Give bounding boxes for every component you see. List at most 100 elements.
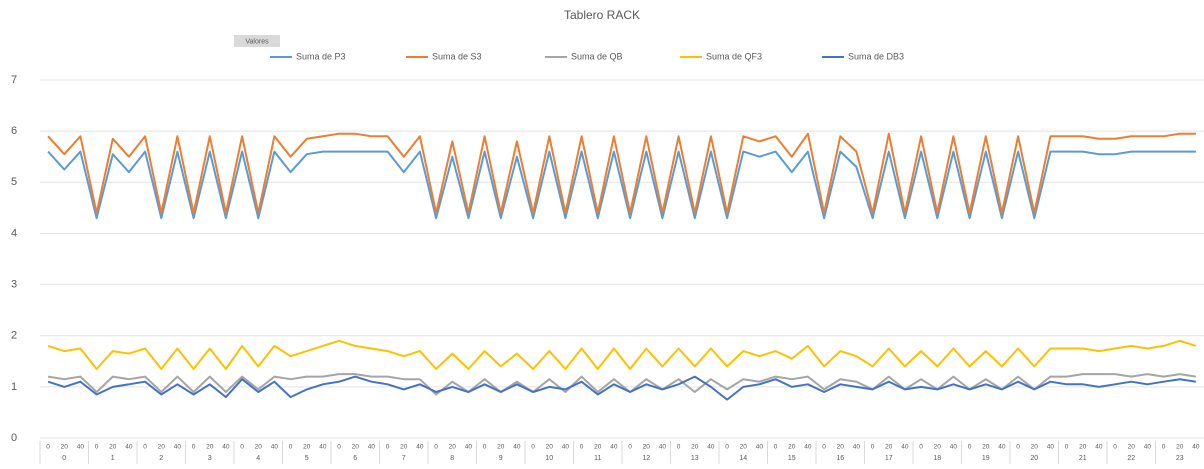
x-group-label: 23 [1176,455,1184,462]
field-button-label[interactable]: Valores [245,38,269,45]
y-tick-label: 1 [11,381,17,393]
x-group-label: 10 [545,455,553,462]
x-group-label: 7 [402,455,406,462]
x-tick-label: 20 [740,444,748,451]
x-tick-label: 40 [1047,444,1055,451]
x-tick-label: 40 [562,444,570,451]
x-tick-label: 20 [206,444,214,451]
x-tick-label: 0 [192,444,196,451]
x-tick-label: 20 [352,444,360,451]
x-tick-label: 0 [386,444,390,451]
x-tick-label: 40 [998,444,1006,451]
x-tick-label: 0 [240,444,244,451]
y-tick-label: 0 [11,432,17,444]
y-tick-label: 4 [11,227,17,239]
x-tick-label: 40 [319,444,327,451]
series-line [47,375,1197,401]
x-tick-label: 20 [400,444,408,451]
x-tick-label: 0 [1065,444,1069,451]
x-group-label: 5 [305,455,309,462]
x-tick-label: 0 [289,444,293,451]
field-button[interactable] [234,35,280,47]
x-group-label: 9 [499,455,503,462]
x-tick-label: 20 [449,444,457,451]
x-group-label: 1 [111,455,115,462]
legend-label: Suma de S3 [432,51,482,61]
x-tick-label: 40 [513,444,521,451]
x-tick-label: 40 [610,444,618,451]
x-group-label: 17 [885,455,893,462]
x-tick-label: 20 [594,444,602,451]
chart-title: Tablero RACK [564,8,640,22]
x-tick-label: 20 [1176,444,1184,451]
x-tick-label: 40 [853,444,861,451]
x-tick-label: 0 [337,444,341,451]
legend-label: Suma de P3 [296,51,346,61]
x-group-label: 6 [353,455,357,462]
series-line [47,132,1196,214]
y-tick-label: 5 [11,176,17,188]
x-tick-label: 40 [707,444,715,451]
x-tick-label: 40 [222,444,230,451]
x-tick-label: 0 [95,444,99,451]
x-tick-label: 40 [77,444,85,451]
x-tick-label: 0 [434,444,438,451]
x-tick-label: 0 [774,444,778,451]
x-tick-label: 0 [968,444,972,451]
x-tick-label: 20 [691,444,699,451]
x-tick-label: 20 [1128,444,1136,451]
x-tick-label: 20 [1031,444,1039,451]
x-tick-label: 40 [901,444,909,451]
x-tick-label: 20 [546,444,554,451]
series-line [47,339,1197,370]
x-group-label: 20 [1030,455,1038,462]
x-tick-label: 0 [677,444,681,451]
x-group-label: 2 [159,455,163,462]
x-tick-label: 40 [804,444,812,451]
x-tick-label: 0 [871,444,875,451]
x-group-label: 8 [450,455,454,462]
x-tick-label: 40 [1192,444,1200,451]
x-tick-label: 20 [1079,444,1087,451]
y-tick-label: 3 [11,278,17,290]
x-tick-label: 0 [628,444,632,451]
x-group-label: 15 [788,455,796,462]
x-tick-label: 40 [271,444,279,451]
x-group-label: 13 [691,455,699,462]
x-tick-label: 20 [158,444,166,451]
x-tick-label: 40 [174,444,182,451]
x-tick-label: 20 [982,444,990,451]
x-tick-label: 40 [756,444,764,451]
x-group-label: 21 [1079,455,1087,462]
x-tick-label: 40 [1095,444,1103,451]
x-group-label: 19 [982,455,990,462]
x-tick-label: 0 [143,444,147,451]
y-tick-label: 6 [11,125,17,137]
x-tick-label: 20 [788,444,796,451]
x-tick-label: 40 [125,444,133,451]
x-tick-label: 0 [46,444,50,451]
x-tick-label: 40 [1144,444,1152,451]
x-tick-label: 20 [837,444,845,451]
y-tick-label: 7 [11,74,17,86]
x-tick-label: 20 [61,444,69,451]
x-tick-label: 0 [483,444,487,451]
x-tick-label: 0 [531,444,535,451]
x-tick-label: 40 [416,444,424,451]
x-tick-label: 20 [109,444,117,451]
x-group-label: 14 [739,455,747,462]
x-tick-label: 0 [1162,444,1166,451]
x-group-label: 22 [1127,455,1135,462]
x-tick-label: 20 [255,444,263,451]
x-tick-label: 0 [725,444,729,451]
x-tick-label: 40 [368,444,376,451]
x-group-label: 12 [642,455,650,462]
x-group-label: 4 [256,455,260,462]
x-tick-label: 20 [303,444,311,451]
x-tick-label: 40 [950,444,958,451]
x-tick-label: 40 [659,444,667,451]
x-tick-label: 0 [580,444,584,451]
legend-label: Suma de QF3 [706,51,762,61]
x-tick-label: 40 [465,444,473,451]
